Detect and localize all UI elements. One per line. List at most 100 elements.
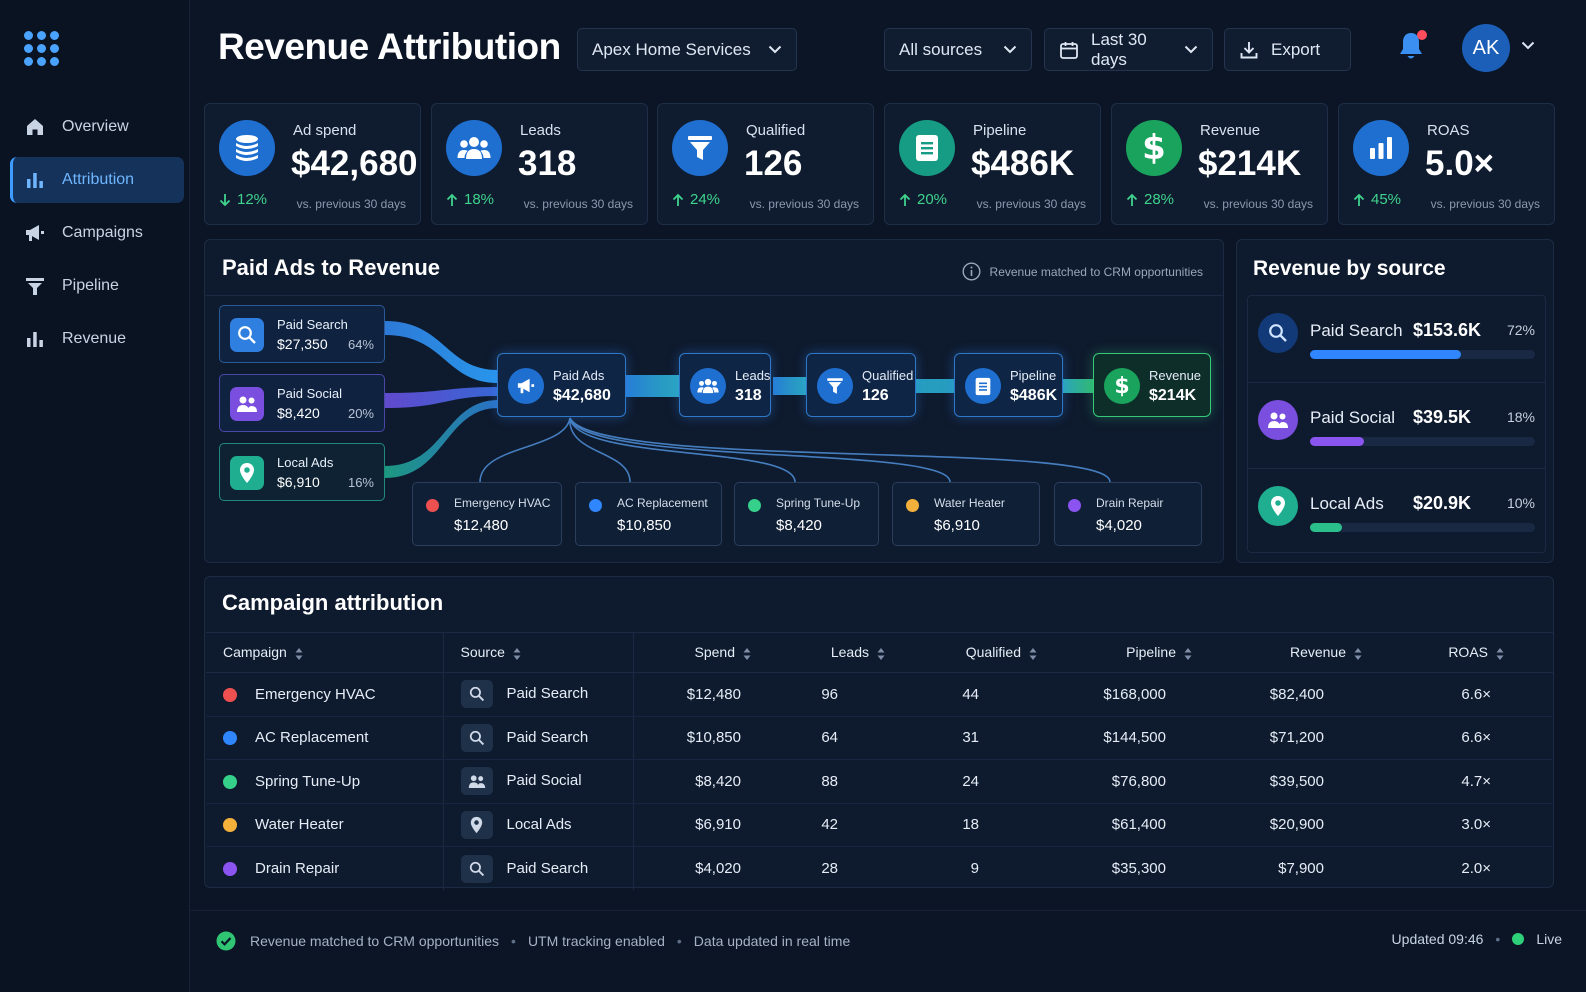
kpi-card-ad-spend: Ad spend $42,680 12% vs. previous 30 day… (204, 103, 421, 225)
campaign-color-dot (223, 818, 237, 833)
cell-leads: 96 (751, 672, 885, 717)
kpi-value: 5.0× (1425, 144, 1495, 183)
cell-qualified: 18 (885, 803, 1037, 847)
flow-source-local-ads[interactable]: Local Ads $6,910 16% (219, 443, 385, 501)
column-header-revenue[interactable]: Revenue (1192, 632, 1362, 673)
flow-source-amount: $27,350 (277, 336, 328, 352)
export-button[interactable]: Export (1224, 28, 1351, 71)
kpi-delta: 18% (446, 191, 494, 208)
column-header-pipeline[interactable]: Pipeline (1037, 632, 1192, 673)
flow-stage-name: Pipeline (1010, 368, 1057, 383)
sidebar-item-pipeline[interactable]: Pipeline (10, 263, 184, 309)
chevron-down-icon[interactable] (1521, 41, 1535, 50)
sidebar-item-revenue[interactable]: Revenue (10, 316, 184, 362)
source-filter[interactable]: All sources (884, 28, 1032, 71)
column-header-leads[interactable]: Leads (751, 632, 885, 673)
document-icon (899, 120, 955, 176)
campaign-attribution-panel: Campaign attribution Campaign Source Spe… (204, 576, 1554, 890)
cell-spend: $8,420 (633, 759, 751, 804)
table-row[interactable]: AC Replacement Paid Search $10,850 64 31… (206, 716, 1554, 760)
kpi-delta: 28% (1126, 191, 1174, 208)
flow-campaign-spring-tune-up[interactable]: Spring Tune-Up $8,420 (734, 482, 879, 546)
avatar[interactable]: AK (1462, 24, 1510, 72)
flow-campaign-name: Drain Repair (1096, 496, 1164, 510)
download-icon (1239, 40, 1259, 60)
flow-stage-revenue[interactable]: $ Revenue $214K (1093, 353, 1211, 417)
column-header-spend[interactable]: Spend (633, 632, 751, 673)
sidebar-item-label: Pipeline (62, 277, 119, 294)
sidebar-item-overview[interactable]: Overview (10, 104, 184, 150)
table-row[interactable]: Spring Tune-Up Paid Social $8,420 88 24 … (206, 759, 1554, 804)
users-icon (230, 387, 264, 421)
column-header-campaign[interactable]: Campaign (206, 632, 444, 673)
kpi-delta-value: 12% (237, 191, 268, 208)
funnel-icon (24, 275, 46, 297)
revenue-source-row-paid-social[interactable]: Paid Social $39.5K 18% (1248, 382, 1545, 468)
revenue-source-bar-fill (1310, 350, 1461, 359)
column-label: ROAS (1448, 644, 1488, 661)
account-select[interactable]: Apex Home Services (577, 28, 797, 71)
flow-campaign-ac-replacement[interactable]: AC Replacement $10,850 (575, 482, 722, 546)
cell-qualified: 24 (885, 759, 1037, 804)
source-filter-value: All sources (899, 39, 983, 59)
revenue-source-bar (1310, 523, 1535, 532)
chevron-down-icon (768, 45, 782, 54)
flow-stage-value: $214K (1149, 387, 1197, 404)
cell-source: Paid Social (506, 772, 582, 790)
apps-grid-icon[interactable] (24, 31, 59, 66)
cell-qualified: 44 (885, 672, 1037, 717)
campaign-table: Campaign Source Spend Leads Qualified Pi… (206, 632, 1554, 890)
revenue-source-name: Local Ads (1310, 494, 1384, 513)
account-select-value: Apex Home Services (592, 39, 751, 59)
revenue-source-row-paid-search[interactable]: Paid Search $153.6K 72% (1248, 296, 1545, 382)
search-icon (1258, 313, 1298, 353)
flow-campaign-emergency-hvac[interactable]: Emergency HVAC $12,480 (412, 482, 562, 546)
kpi-comparison: vs. previous 30 days (1430, 197, 1540, 211)
funnel-icon (817, 368, 853, 404)
cell-leads: 64 (751, 716, 885, 760)
table-header-row: Campaign Source Spend Leads Qualified Pi… (206, 632, 1554, 673)
flow-connectors (385, 321, 1111, 483)
bar-chart-icon (1353, 120, 1409, 176)
info-icon[interactable] (962, 262, 981, 281)
paid-ads-flow-panel: Paid Ads to Revenue Revenue matched to C… (204, 239, 1224, 563)
flow-campaign-drain-repair[interactable]: Drain Repair $4,020 (1054, 482, 1202, 546)
revenue-source-value: $20.9K (1413, 493, 1472, 513)
flow-campaign-water-heater[interactable]: Water Heater $6,910 (892, 482, 1040, 546)
flow-source-paid-social[interactable]: Paid Social $8,420 20% (219, 374, 385, 432)
cell-leads: 28 (821, 860, 838, 877)
status-footer: Revenue matched to CRM opportunities • U… (190, 910, 1586, 992)
updated-timestamp: Updated 09:46 (1391, 931, 1484, 947)
notifications-bell-icon[interactable] (1396, 30, 1428, 64)
date-range-filter[interactable]: Last 30 days (1044, 28, 1213, 71)
kpi-value: 318 (518, 144, 577, 183)
revenue-source-bar (1310, 350, 1535, 359)
column-header-source[interactable]: Source (443, 632, 634, 673)
table-row[interactable]: Water Heater Local Ads $6,910 42 18 $61,… (206, 803, 1554, 847)
cell-source: Paid Search (506, 728, 589, 746)
flow-stage-leads[interactable]: Leads 318 (679, 353, 771, 417)
users-icon (690, 368, 726, 404)
column-header-roas[interactable]: ROAS (1362, 632, 1554, 673)
table-row[interactable]: Drain Repair Paid Search $4,020 28 9 $35… (206, 846, 1554, 890)
flow-campaign-name: AC Replacement (617, 496, 708, 510)
flow-stage-paid-ads[interactable]: Paid Ads $42,680 (497, 353, 626, 417)
flow-source-paid-search[interactable]: Paid Search $27,350 64% (219, 305, 385, 363)
kpi-delta: 20% (899, 191, 947, 208)
flow-stage-pipeline[interactable]: Pipeline $486K (954, 353, 1063, 417)
column-header-qualified[interactable]: Qualified (885, 632, 1037, 673)
campaign-color-dot (426, 499, 439, 512)
campaign-color-dot (748, 499, 761, 512)
revenue-source-row-local-ads[interactable]: Local Ads $20.9K 10% (1248, 468, 1545, 554)
sidebar-item-attribution[interactable]: Attribution (10, 157, 184, 203)
cell-revenue: $7,900 (1278, 860, 1324, 877)
cell-campaign: Emergency HVAC (255, 685, 376, 703)
kpi-label: Qualified (746, 122, 806, 139)
sidebar-item-campaigns[interactable]: Campaigns (10, 210, 184, 256)
separator-dot: • (676, 933, 682, 949)
flow-stage-qualified[interactable]: Qualified 126 (806, 353, 916, 417)
table-row[interactable]: Emergency HVAC Paid Search $12,480 96 44… (206, 672, 1554, 717)
flow-panel-title: Paid Ads to Revenue (222, 255, 441, 280)
kpi-value: $486K (971, 144, 1075, 183)
flow-stage-name: Revenue (1149, 368, 1202, 383)
